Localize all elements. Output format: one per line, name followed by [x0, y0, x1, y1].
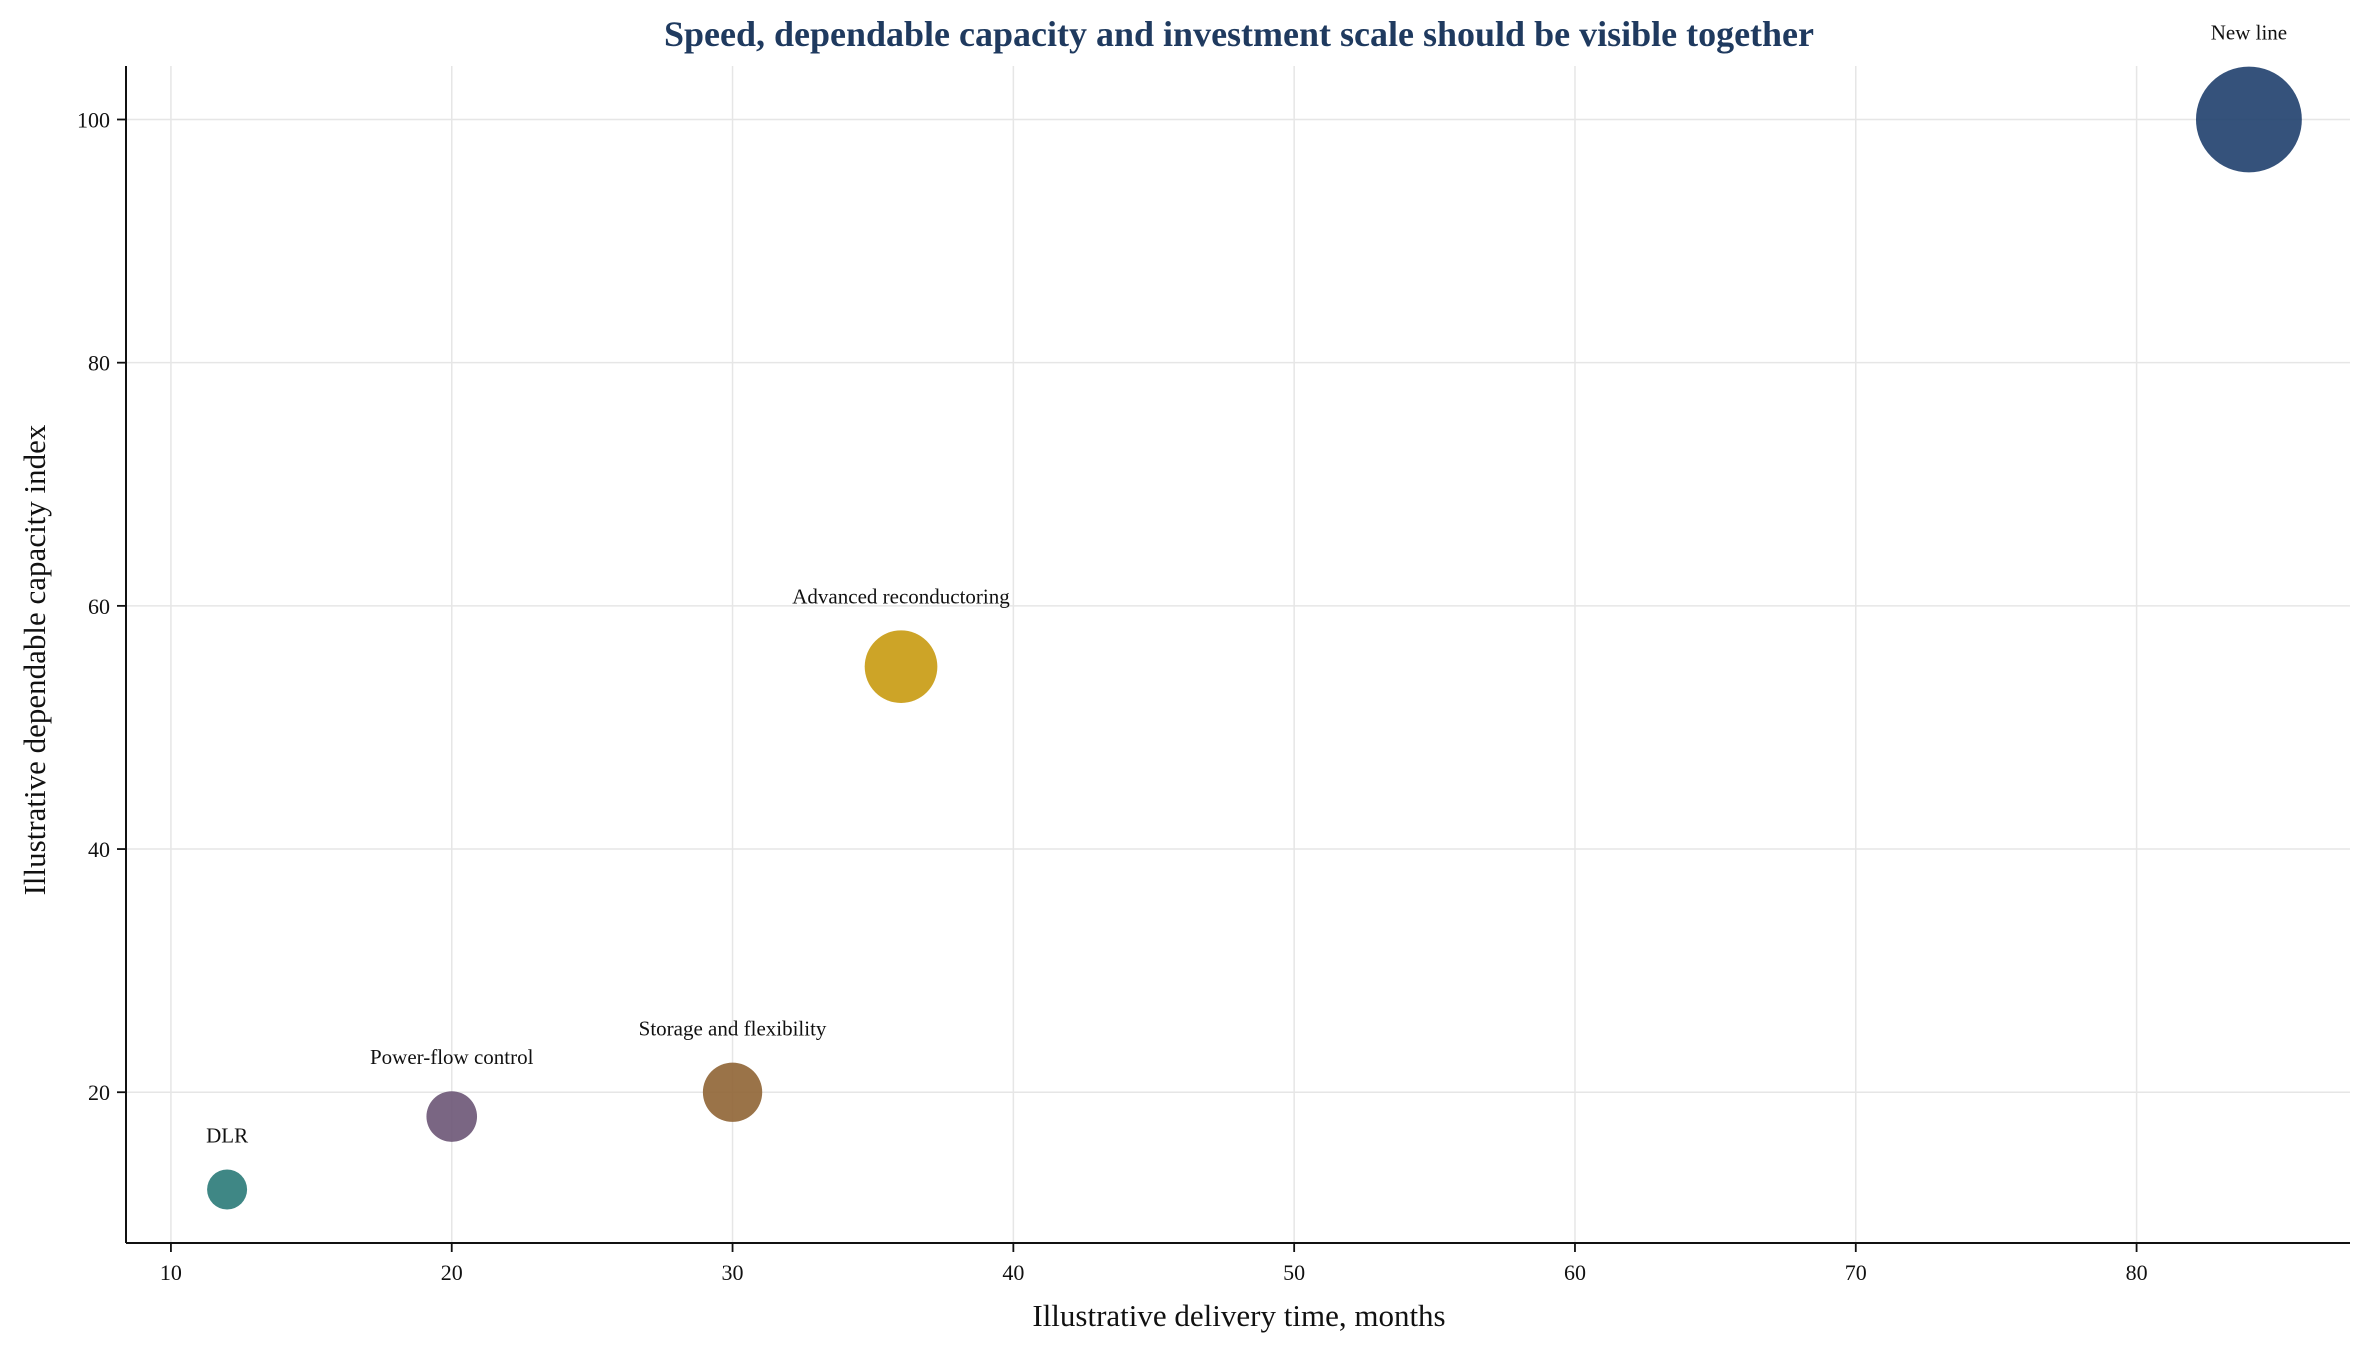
x-tick-label: 70 [1845, 1260, 1867, 1285]
x-tick-label: 30 [722, 1260, 744, 1285]
bubble-label: Power-flow control [370, 1045, 534, 1069]
bubble-point [2195, 66, 2302, 173]
data-points [207, 66, 2302, 1210]
x-tick-label: 60 [1564, 1260, 1586, 1285]
bubble-point [702, 1062, 763, 1122]
grid [126, 66, 2350, 1243]
x-tick-label: 20 [441, 1260, 463, 1285]
bubble-label: DLR [206, 1124, 248, 1148]
y-tick-label: 80 [88, 351, 110, 376]
x-tick-label: 40 [1002, 1260, 1024, 1285]
chart-title: Speed, dependable capacity and investmen… [664, 14, 1814, 54]
data-point-labels: DLR Power-flow control Storage and flexibi… [206, 21, 2287, 1148]
axes [125, 66, 2350, 1244]
y-axis-label: Illustrative dependable capacity index [17, 424, 52, 895]
y-tick-label: 20 [88, 1080, 110, 1105]
y-tick-label: 100 [77, 108, 110, 133]
y-axis-ticks: 20 40 60 80 100 [77, 108, 126, 1105]
bubble-label: New line [2211, 21, 2287, 45]
bubble-label: Advanced reconductoring [792, 584, 1010, 608]
x-tick-label: 80 [2126, 1260, 2148, 1285]
y-tick-label: 40 [88, 837, 110, 862]
x-tick-label: 10 [160, 1260, 182, 1285]
bubble-point [207, 1169, 248, 1210]
x-axis-label: Illustrative delivery time, months [1032, 1298, 1445, 1333]
x-tick-label: 50 [1283, 1260, 1305, 1285]
x-axis-ticks: 10 20 30 40 50 60 70 80 [160, 1243, 2148, 1285]
y-tick-label: 60 [88, 594, 110, 619]
bubble-point [426, 1091, 478, 1142]
bubble-point [864, 630, 938, 703]
bubble-label: Storage and flexibility [639, 1017, 827, 1041]
